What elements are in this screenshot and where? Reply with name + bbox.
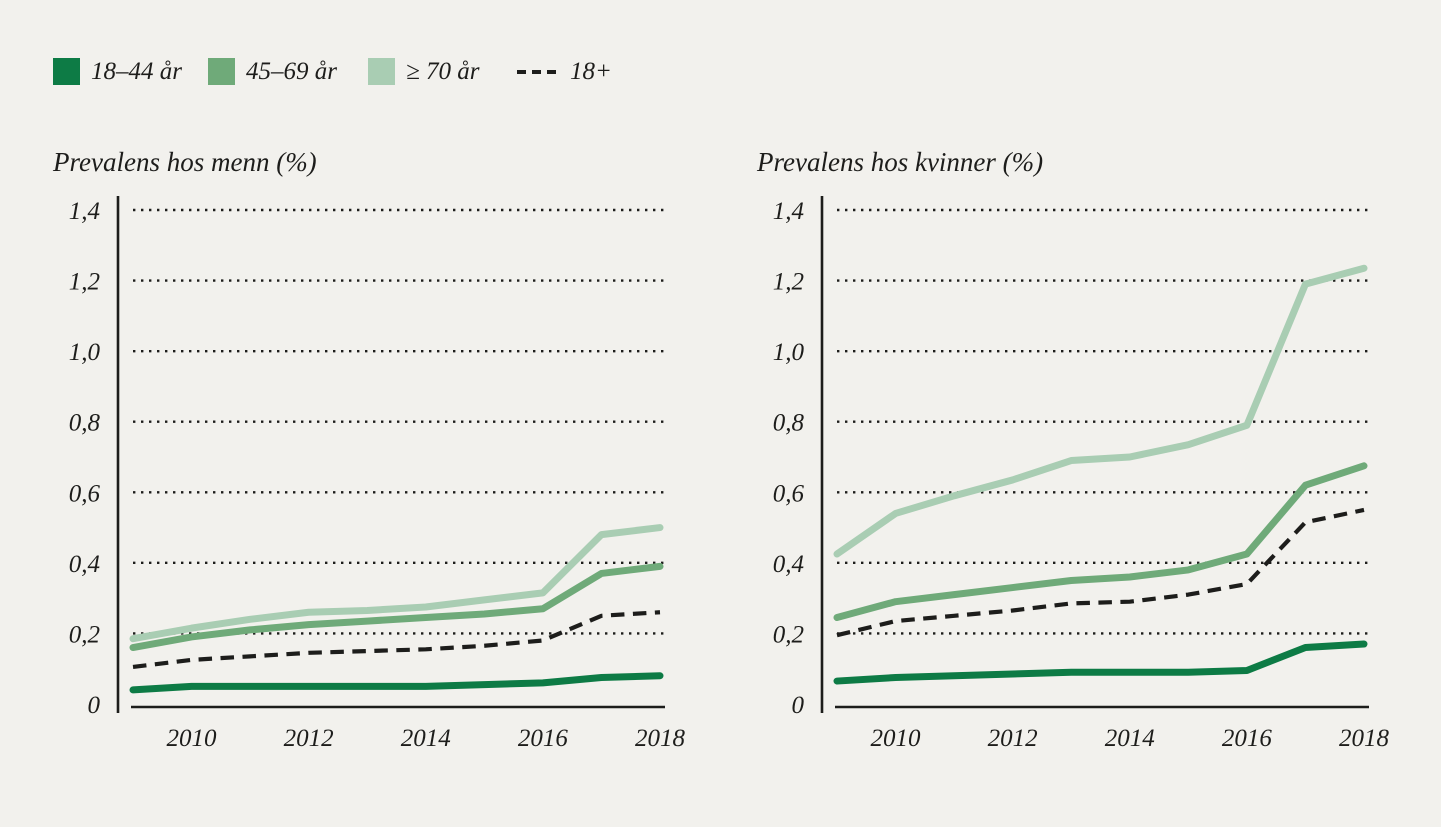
chart-title-men: Prevalens hos menn (%) xyxy=(53,147,317,177)
legend-item-18-plus: 18+ xyxy=(517,58,612,85)
y-tick-label: 1,0 xyxy=(69,339,101,366)
x-tick-label: 2010 xyxy=(167,725,218,752)
y-tick-label: 1,4 xyxy=(773,198,804,225)
series-line-18-44-r xyxy=(129,672,664,694)
legend-swatch-18-44-icon xyxy=(53,58,80,85)
y-tick-label: 0 xyxy=(792,692,805,719)
legend-dashed-line-icon xyxy=(517,69,559,74)
series-line-18-44-r xyxy=(833,640,1368,685)
series-line-18+ xyxy=(132,610,661,670)
chart-title-women: Prevalens hos kvinner (%) xyxy=(757,147,1044,177)
x-tick-label: 2014 xyxy=(401,725,451,752)
y-tick-label: 1,0 xyxy=(773,339,805,366)
x-tick-label: 2018 xyxy=(635,725,686,752)
legend-item-45-69: 45–69 år xyxy=(208,58,337,85)
y-tick-label: 0,8 xyxy=(69,410,101,437)
x-tick-label: 2014 xyxy=(1105,725,1155,752)
y-tick-label: 0,6 xyxy=(773,480,805,507)
series-line--70-r xyxy=(833,264,1368,558)
series-line-45-69-r xyxy=(129,562,664,652)
series-line-18+ xyxy=(836,507,1365,638)
series-line-45-69-r xyxy=(833,462,1368,622)
y-tick-label: 0 xyxy=(88,692,101,719)
legend-label-18-plus: 18+ xyxy=(570,58,612,85)
y-tick-label: 1,2 xyxy=(69,269,100,296)
x-tick-label: 2018 xyxy=(1339,725,1390,752)
y-tick-label: 0,6 xyxy=(69,480,101,507)
y-tick-label: 0,2 xyxy=(69,621,100,648)
y-tick-label: 0,8 xyxy=(773,410,805,437)
y-tick-label: 1,2 xyxy=(773,269,804,296)
prevalence-chart-women: 0 0,2 0,4 0,6 0,8 1,0 1,2 1,4 2010 2012 2014 2016 20… xyxy=(773,196,1390,752)
series-line--70-r xyxy=(129,524,664,643)
prevalence-chart-men: 0 0,2 0,4 0,6 0,8 1,0 1,2 1,4 2010 2012 2014 2016 20… xyxy=(69,196,686,752)
legend-label-45-69: 45–69 år xyxy=(246,58,337,85)
legend-item-18-44: 18–44 år xyxy=(53,58,182,85)
x-tick-label: 2010 xyxy=(871,725,922,752)
y-tick-label: 0,2 xyxy=(773,621,804,648)
x-tick-label: 2016 xyxy=(1222,725,1273,752)
legend-label-70-plus: ≥ 70 år xyxy=(406,58,480,85)
legend-swatch-70-plus-icon xyxy=(368,58,395,85)
x-tick-label: 2012 xyxy=(988,725,1038,752)
legend-label-18-44: 18–44 år xyxy=(91,58,182,85)
y-tick-label: 0,4 xyxy=(773,551,804,578)
legend-item-70-plus: ≥ 70 år xyxy=(368,58,479,85)
y-tick-label: 0,4 xyxy=(69,551,100,578)
legend-swatch-45-69-icon xyxy=(208,58,235,85)
x-tick-label: 2016 xyxy=(518,725,569,752)
y-tick-label: 1,4 xyxy=(69,198,100,225)
x-tick-label: 2012 xyxy=(284,725,334,752)
